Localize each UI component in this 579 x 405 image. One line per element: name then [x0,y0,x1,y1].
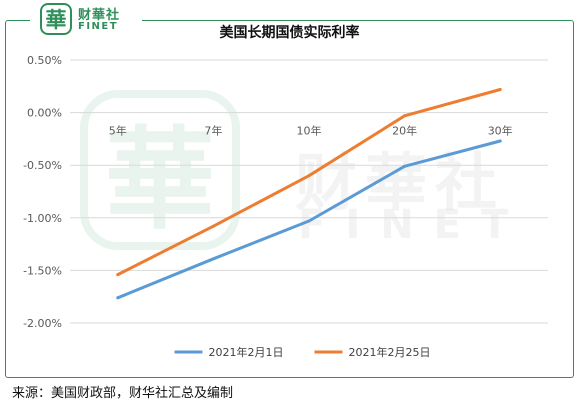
data-point-s1-0 [116,273,120,277]
logo-badge-icon: 華 [40,3,72,35]
y-tick-label-2: -0.50% [23,159,62,172]
data-point-s0-1 [211,257,215,261]
y-tick-label-4: -1.50% [23,264,62,277]
legend-label-0: 2021年2月1日 [209,345,284,359]
data-point-s1-3 [403,114,407,118]
y-tick-label-0: 0.50% [27,54,62,67]
source-note: 来源：美国财政部，财华社汇总及编制 [12,386,234,401]
logo-name-cn: 财華社 [78,8,121,23]
logo-name-en: FINET [78,21,119,32]
data-point-s0-3 [403,164,407,168]
data-point-s0-0 [116,296,120,300]
data-point-s0-4 [498,139,502,143]
legend-label-1: 2021年2月25日 [349,345,431,359]
y-tick-label-5: -2.00% [23,317,62,330]
y-tick-label-1: 0.00% [27,107,62,120]
data-point-s1-1 [211,224,215,228]
data-point-s1-4 [498,87,502,91]
data-point-s0-2 [307,219,311,223]
x-tick-label-2: 10年 [297,124,322,138]
data-point-s1-2 [307,174,311,178]
finet-logo: 華 财華社 FINET [30,2,142,38]
y-tick-label-3: -1.00% [23,212,62,225]
chart-frame [5,20,574,378]
x-tick-label-0: 5年 [109,124,127,138]
x-tick-label-3: 20年 [392,124,417,138]
series-line-0 [116,139,502,300]
x-tick-label-1: 7年 [204,124,222,138]
x-tick-label-4: 30年 [488,124,513,138]
series-line-1 [116,88,502,277]
chart-title: 美国长期国债实际利率 [219,25,360,41]
